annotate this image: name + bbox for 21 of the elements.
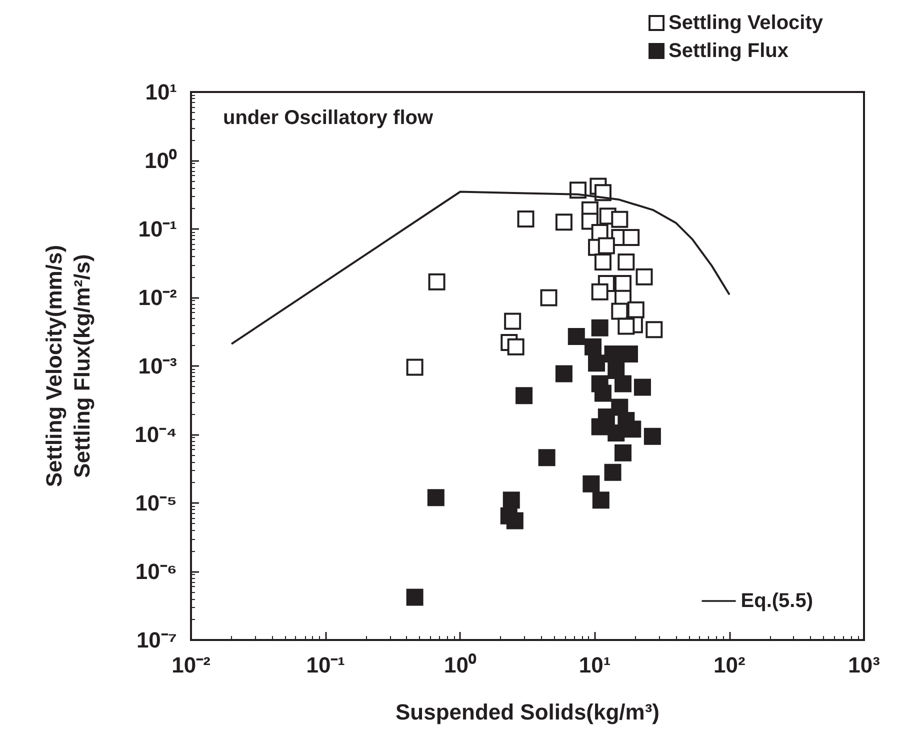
x-axis-title: Suspended Solids(kg/m³) xyxy=(395,700,660,724)
y-tick-label: 10⁻⁵ xyxy=(135,490,177,516)
x-tick-label: 10¹ xyxy=(578,652,611,678)
legend-label: Settling Flux xyxy=(668,40,789,62)
y-tick-label: 10⁻⁴ xyxy=(134,422,177,447)
legend-label: Eq.(5.5) xyxy=(740,590,814,612)
y-tick-label: 10⁰ xyxy=(144,148,177,173)
y-axis-title: Settling Velocity(mm/s) Settling Flux(kg/m²/s) xyxy=(42,244,94,488)
y-tick-label: 10⁻² xyxy=(138,285,177,310)
x-tick-label: 10⁻² xyxy=(172,652,210,678)
y-tick-label: 10⁻⁷ xyxy=(136,628,177,652)
legend-label: Settling Velocity xyxy=(668,12,824,34)
x-tick-label: 10⁰ xyxy=(444,652,476,678)
y-tick-label: 10⁻⁶ xyxy=(135,559,177,584)
x-tick-label: 10² xyxy=(714,652,746,678)
y-tick-label: 10¹ xyxy=(145,80,177,104)
y-tick-label: 10⁻¹ xyxy=(138,216,177,242)
annotation: under Oscillatory flow xyxy=(223,107,434,129)
y-tick-label: 10⁻³ xyxy=(138,354,177,378)
x-tick-label: 10⁻¹ xyxy=(306,652,345,678)
x-tick-label: 10³ xyxy=(848,652,880,678)
